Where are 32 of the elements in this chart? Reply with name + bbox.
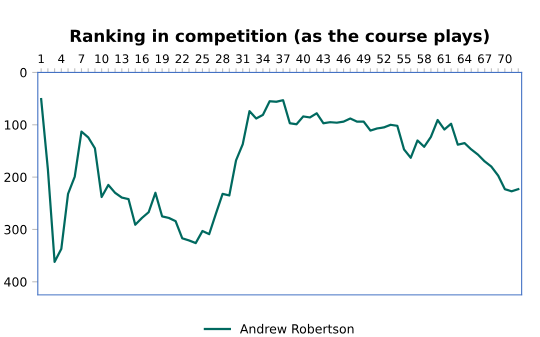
x-tick-label: 43 bbox=[316, 54, 330, 64]
y-tick-label: 400 bbox=[4, 277, 27, 287]
x-tick-label: 31 bbox=[236, 54, 250, 64]
x-tick-label: 19 bbox=[156, 54, 169, 64]
y-tick-label: 300 bbox=[4, 224, 27, 234]
x-tick-label: 1 bbox=[38, 54, 44, 64]
x-tick-label: 58 bbox=[418, 54, 431, 64]
x-tick-label: 55 bbox=[397, 54, 411, 64]
x-tick-label: 34 bbox=[256, 54, 270, 64]
x-tick-label: 52 bbox=[377, 54, 390, 64]
x-tick-label: 64 bbox=[458, 54, 472, 64]
y-tick-label: 100 bbox=[4, 120, 27, 130]
line-series bbox=[40, 98, 520, 264]
x-tick-label: 70 bbox=[498, 54, 512, 64]
x-tick-label: 49 bbox=[356, 54, 370, 64]
y-tick-label: 200 bbox=[4, 172, 27, 182]
x-tick-label: 7 bbox=[78, 54, 84, 64]
x-tick-label: 13 bbox=[116, 54, 128, 64]
x-tick-label: 46 bbox=[336, 54, 350, 64]
y-tick-label: 0 bbox=[20, 68, 27, 78]
x-tick-label: 10 bbox=[95, 54, 108, 64]
x-tick-label: 28 bbox=[216, 54, 230, 64]
x-tick-label: 37 bbox=[276, 54, 290, 64]
x-tick-label: 40 bbox=[296, 54, 310, 64]
x-tick-label: 61 bbox=[438, 54, 451, 64]
x-tick-label: 4 bbox=[58, 54, 64, 64]
legend-label: Andrew Robertson bbox=[240, 324, 354, 334]
x-tick-label: 67 bbox=[478, 54, 492, 64]
chart-title: Ranking in competition (as the course plays) bbox=[70, 29, 489, 46]
x-tick-label: 16 bbox=[136, 54, 149, 64]
x-tick-label: 25 bbox=[196, 54, 209, 64]
x-tick-label: 22 bbox=[176, 54, 189, 64]
